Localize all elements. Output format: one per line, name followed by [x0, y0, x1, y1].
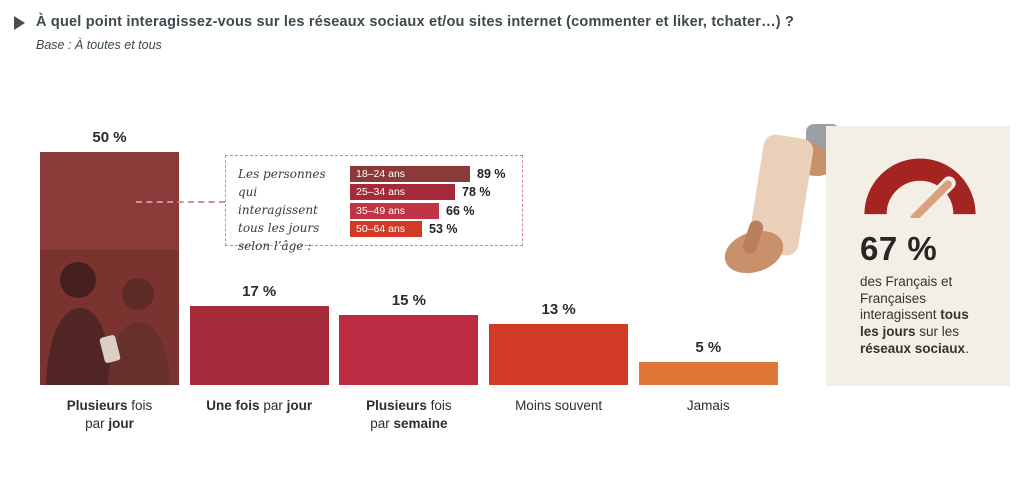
- age-bar: 25–34 ans: [350, 184, 455, 201]
- age-breakdown-bars: 18–24 ans 89 % 25–34 ans 78 % 35–49 ans 66 % 5…: [350, 165, 506, 237]
- gauge-needle: [910, 180, 952, 218]
- highlight-value: 67 %: [860, 230, 938, 267]
- bar-4: [489, 324, 629, 385]
- bar-3: [339, 315, 479, 385]
- bar-value-label: 5 %: [695, 339, 722, 356]
- age-bar: 50–64 ans: [350, 220, 422, 237]
- age-percent: 53 %: [429, 221, 458, 236]
- age-percent: 66 %: [446, 203, 475, 218]
- highlight-panel: 67 % des Français et Françaises interagi…: [826, 126, 1010, 386]
- header: À quel point interagissez-vous sur les r…: [14, 14, 794, 52]
- header-text: À quel point interagissez-vous sur les r…: [36, 14, 794, 52]
- question-title: À quel point interagissez-vous sur les r…: [36, 14, 795, 30]
- play-marker-icon: [14, 16, 25, 30]
- bar-2: [189, 306, 329, 385]
- age-bar: 18–24 ans: [350, 166, 470, 183]
- bar-value-label: 17 %: [242, 283, 277, 300]
- bar-value-label: 50 %: [92, 129, 127, 146]
- age-bar: 35–49 ans: [350, 202, 439, 219]
- gauge-arc: [864, 158, 976, 215]
- hands-holding-phone-illustration: [724, 124, 840, 274]
- base-note: Base : À toutes et tous: [36, 38, 162, 52]
- bar-category-label: Une fois par jour: [206, 398, 313, 413]
- bar-value-label: 15 %: [391, 292, 426, 309]
- bar-category-label: Plusieurs fois par semaine: [366, 398, 452, 432]
- age-row: 25–34 ans 78 %: [350, 184, 506, 201]
- age-breakdown-caption: Les personnes qui interagissent tous les j…: [238, 167, 326, 253]
- bar-category-label: Moins souvent: [515, 398, 603, 413]
- bar-1: [40, 152, 179, 385]
- connector-dashed-line: [136, 201, 225, 203]
- age-row: 18–24 ans 89 %: [350, 166, 506, 183]
- highlight-text: des Français et Françaises interagissent…: [860, 274, 969, 356]
- age-row: 50–64 ans 53 %: [350, 220, 506, 237]
- people-photo: [40, 250, 179, 385]
- gauge-icon: [864, 158, 976, 218]
- bar-category-label: Plusieurs fois par jour: [66, 398, 153, 432]
- age-percent: 89 %: [477, 167, 506, 182]
- bar-5: [638, 362, 778, 385]
- age-breakdown-box: Les personnes qui interagissent tous les j…: [225, 155, 523, 253]
- age-percent: 78 %: [462, 185, 491, 200]
- age-row: 35–49 ans 66 %: [350, 202, 506, 219]
- bar-category-label: Jamais: [686, 398, 730, 413]
- bar-value-label: 13 %: [541, 301, 576, 318]
